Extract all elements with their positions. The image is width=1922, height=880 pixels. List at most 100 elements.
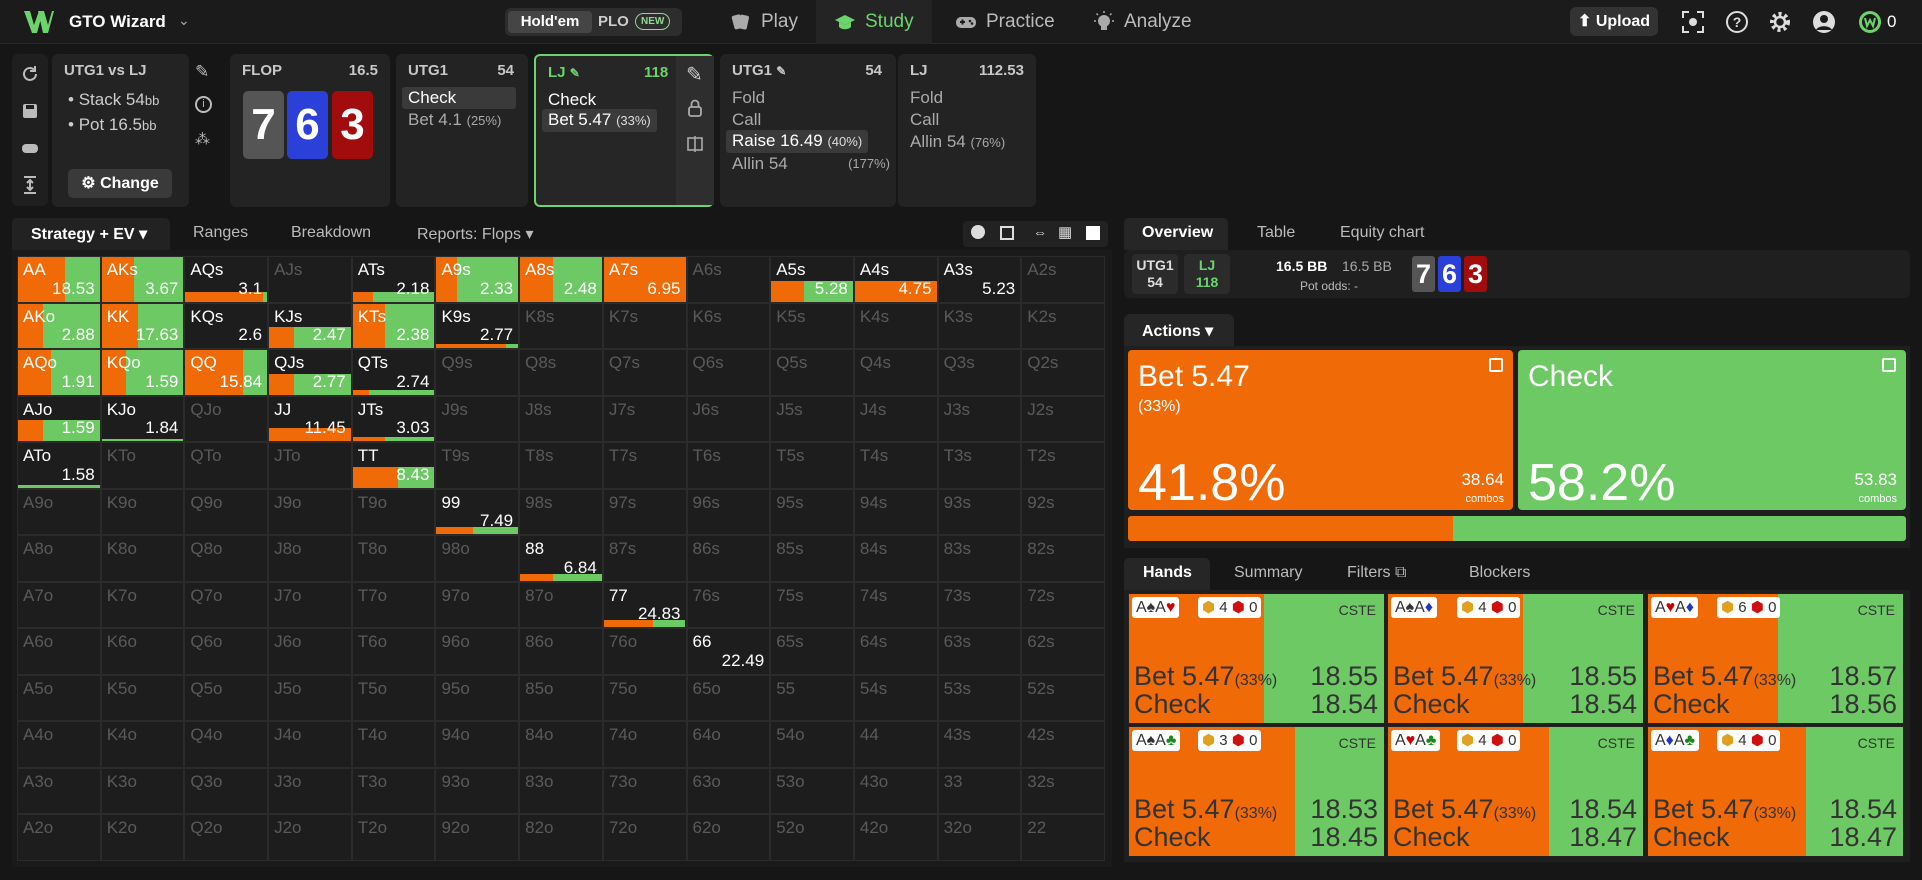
range-cell[interactable]: K8s <box>519 302 603 349</box>
range-cell[interactable]: T4s <box>853 442 938 489</box>
range-cell[interactable]: 96o <box>435 628 520 675</box>
range-cell[interactable]: A3o <box>17 767 101 814</box>
range-cell[interactable]: K6o <box>100 628 185 675</box>
range-cell[interactable]: T9s <box>435 442 520 489</box>
range-cell[interactable]: 63s <box>937 628 1022 675</box>
range-cell[interactable]: QTs 2.74 <box>351 349 436 396</box>
range-cell[interactable]: Q2o <box>184 814 269 861</box>
node-lj-response[interactable]: LJ 112.53 Fold Call Allin 54 (76%) <box>898 54 1036 207</box>
range-cell[interactable]: T2s <box>1021 442 1105 489</box>
range-cell[interactable]: 85s <box>770 535 854 582</box>
help-icon[interactable]: ? <box>1725 10 1749 34</box>
range-cell[interactable]: A2s <box>1021 256 1105 303</box>
tab-hands[interactable]: Hands <box>1143 564 1192 581</box>
edit-pencil-icon[interactable]: ✎ <box>195 62 210 81</box>
wizard-logo-icon[interactable] <box>24 11 54 33</box>
cube-icon[interactable] <box>971 225 985 239</box>
range-cell[interactable]: 73s <box>937 581 1022 628</box>
nav-study[interactable]: Study <box>816 0 932 44</box>
nav-analyze[interactable]: Analyze <box>1075 0 1210 44</box>
range-cell[interactable]: KQo 1.59 <box>100 349 185 396</box>
chevron-down-icon[interactable]: ⌄ <box>178 12 190 28</box>
range-cell[interactable]: J4s <box>853 395 938 442</box>
range-cell[interactable]: J9o <box>268 488 352 535</box>
full-view-icon[interactable] <box>1086 226 1100 240</box>
node-utg1-response[interactable]: UTG1 ✎ 54 Fold Call Raise 16.49 (40%) Al… <box>720 54 896 207</box>
range-cell[interactable]: 84o <box>519 721 603 768</box>
range-cell[interactable]: 72o <box>602 814 687 861</box>
range-cell[interactable]: Q9s <box>435 349 520 396</box>
range-cell[interactable]: T3s <box>937 442 1022 489</box>
hand-combo-card[interactable]: A♠A♥ ⬢ 4 ⬢ 0 CSTE Bet 5.47(33%) Check 18.55 18… <box>1128 593 1385 724</box>
action-bet[interactable]: Bet 5.47 (33%) <box>542 109 657 132</box>
range-cell[interactable]: Q8o <box>184 535 269 582</box>
brand-name[interactable]: GTO Wizard <box>69 12 166 31</box>
range-cell[interactable]: QTo <box>184 442 269 489</box>
range-cell[interactable]: Q8s <box>519 349 603 396</box>
action-fold[interactable]: Fold <box>910 87 943 109</box>
action-bet[interactable]: Bet 4.1 (25%) <box>408 109 501 132</box>
edit-pencil-icon[interactable]: ✎ <box>686 64 703 86</box>
compress-icon[interactable]: ⇔ <box>1033 224 1047 240</box>
gamepad-icon[interactable] <box>20 138 40 158</box>
range-cell[interactable]: 86o <box>519 628 603 675</box>
range-cell[interactable]: JJ 11.45 <box>268 395 352 442</box>
action-allin[interactable]: Allin 54 (76%) <box>910 131 1005 154</box>
range-cell[interactable]: J2o <box>268 814 352 861</box>
range-cell[interactable]: K2s <box>1021 302 1105 349</box>
hand-combo-card[interactable]: A♠A♦ ⬢ 4 ⬢ 0 CSTE Bet 5.47(33%) Check 18.55 18… <box>1387 593 1644 724</box>
range-cell[interactable]: 53o <box>770 767 854 814</box>
range-cell[interactable]: TT 8.43 <box>351 442 436 489</box>
range-cell[interactable]: 92o <box>435 814 520 861</box>
range-cell[interactable]: A6o <box>17 628 101 675</box>
range-cell[interactable]: 93o <box>435 767 520 814</box>
range-cell[interactable]: Q5o <box>184 674 269 721</box>
nav-play[interactable]: Play <box>712 0 816 44</box>
plo-toggle[interactable]: PLO <box>598 13 629 30</box>
range-cell[interactable]: K7o <box>100 581 185 628</box>
range-cell[interactable]: T3o <box>351 767 436 814</box>
range-cell[interactable]: J3o <box>268 767 352 814</box>
range-cell[interactable]: QQ 15.84 <box>184 349 269 396</box>
change-button[interactable]: ⚙ Change <box>68 169 172 198</box>
range-cell[interactable]: J2s <box>1021 395 1105 442</box>
range-cell[interactable]: 96s <box>686 488 771 535</box>
action-call[interactable]: Call <box>732 109 761 131</box>
notes-icon[interactable] <box>1882 358 1896 372</box>
range-cell[interactable]: 43s <box>937 721 1022 768</box>
reset-icon[interactable] <box>20 64 40 84</box>
range-cell[interactable]: K5s <box>770 302 854 349</box>
range-cell[interactable]: A9o <box>17 488 101 535</box>
range-cell[interactable]: T6o <box>351 628 436 675</box>
lock-icon[interactable] <box>687 99 703 117</box>
node-utg1-first[interactable]: UTG1 54 Check Bet 4.1 (25%) <box>396 54 528 207</box>
range-cell[interactable]: 55 <box>770 674 854 721</box>
range-cell[interactable]: 82o <box>519 814 603 861</box>
range-cell[interactable]: A6s <box>686 256 771 303</box>
range-cell[interactable]: Q4s <box>853 349 938 396</box>
range-cell[interactable]: 42o <box>853 814 938 861</box>
hand-combo-card[interactable]: A♥A♦ ⬢ 6 ⬢ 0 CSTE Bet 5.47(33%) Check 18.57 18… <box>1647 593 1904 724</box>
range-cell[interactable]: KTs 2.38 <box>351 302 436 349</box>
upload-button[interactable]: ⬆ Upload <box>1570 7 1658 36</box>
range-cell[interactable]: 92s <box>1021 488 1105 535</box>
range-cell[interactable]: 65s <box>770 628 854 675</box>
expand-icon[interactable] <box>20 175 40 195</box>
actions-dropdown[interactable]: Actions ▾ <box>1124 314 1234 346</box>
save-icon[interactable] <box>20 101 40 121</box>
range-cell[interactable]: JTs 3.03 <box>351 395 436 442</box>
action-check[interactable]: Check <box>402 87 516 109</box>
action-card-check[interactable]: Check 58.2% 53.83 combos <box>1518 350 1906 512</box>
range-cell[interactable]: A3s 5.23 <box>937 256 1022 303</box>
range-cell[interactable]: Q9o <box>184 488 269 535</box>
range-cell[interactable]: K2o <box>100 814 185 861</box>
edit-pencil-icon[interactable]: ✎ <box>569 66 580 80</box>
range-cell[interactable]: J5o <box>268 674 352 721</box>
range-cell[interactable]: J9s <box>435 395 520 442</box>
range-cell[interactable]: T5o <box>351 674 436 721</box>
range-cell[interactable]: Q7s <box>602 349 687 396</box>
range-cell[interactable]: KTo <box>100 442 185 489</box>
range-cell[interactable]: Q6o <box>184 628 269 675</box>
action-fold[interactable]: Fold <box>732 87 765 109</box>
tab-summary[interactable]: Summary <box>1234 564 1303 581</box>
